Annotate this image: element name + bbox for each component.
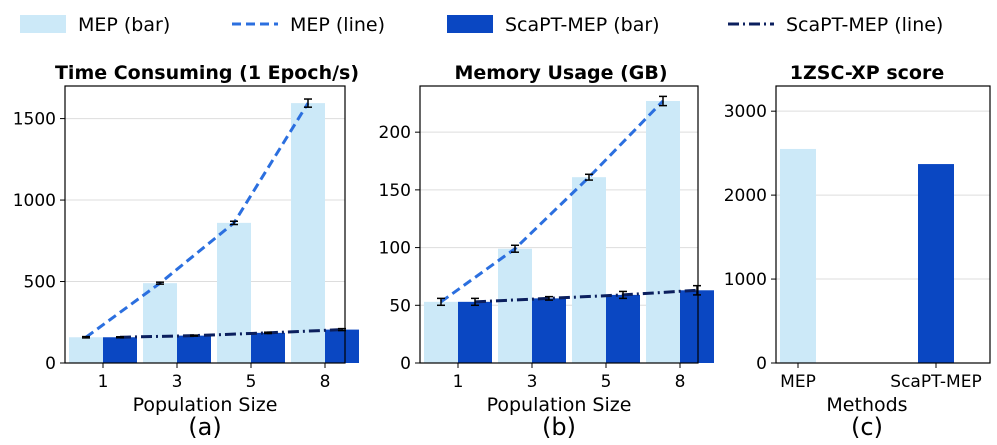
legend-swatch-scapt-bar (447, 15, 493, 33)
panel-label: (a) (188, 413, 221, 441)
bar-mep (217, 222, 251, 363)
x-tick-label: 5 (246, 372, 257, 392)
x-tick-label: 3 (172, 372, 183, 392)
line-mep (85, 102, 310, 339)
x-tick-label: 1 (453, 372, 464, 392)
legend: MEP (bar) MEP (line) ScaPT-MEP (bar) Sca… (20, 14, 943, 36)
line-scapt-mep (474, 288, 698, 304)
x-axis-label: Population Size (487, 394, 632, 416)
line-mep (440, 99, 665, 304)
legend-label-mep-bar: MEP (bar) (78, 14, 170, 36)
x-axis-label: Methods (826, 394, 907, 416)
x-tick-label: MEP (780, 372, 816, 392)
bar-mep (498, 248, 532, 363)
x-tick-label: 3 (527, 372, 538, 392)
chart-time-consuming: 0 500 1000 1500 1 3 5 8 Time Consuming (1 Epoch/… (13, 62, 359, 441)
bar-mep (646, 101, 680, 364)
bar-scapt-mep-score (918, 164, 954, 363)
y-tick-label: 0 (45, 354, 56, 374)
legend-swatch-mep-bar (20, 15, 66, 33)
y-tick-label: 150 (379, 181, 411, 201)
bar-scapt-mep (177, 335, 211, 363)
panel-label: (c) (851, 413, 883, 441)
chart-memory-usage: 0 50 100 150 200 1 3 5 8 Memory Usage (GB) Populat… (379, 62, 714, 441)
y-tick-label: 1000 (724, 270, 767, 290)
bar-scapt-mep (325, 329, 359, 363)
bar-mep-score (780, 148, 816, 363)
x-axis-label: Population Size (133, 394, 278, 416)
chart-title: Memory Usage (GB) (454, 62, 667, 84)
bar-scapt-mep (251, 332, 285, 363)
bar-mep (572, 177, 606, 363)
y-tick-label: 3000 (724, 102, 767, 122)
legend-label-scapt-line: ScaPT-MEP (line) (786, 14, 943, 36)
axes-frame (419, 85, 699, 364)
line-scapt-mep (119, 328, 343, 339)
y-tick-label: 100 (379, 239, 411, 259)
bar-mep (69, 337, 103, 363)
x-tick-label: 8 (320, 372, 331, 392)
legend-label-mep-line: MEP (line) (290, 14, 385, 36)
y-tick-label: 1500 (13, 110, 56, 130)
bar-scapt-mep (606, 294, 640, 363)
chart-zsc-score: 0 1000 2000 3000 MEP ScaPT-MEP 1ZSC-XP score Me… (724, 62, 991, 441)
panel-label: (b) (542, 413, 576, 441)
y-tick-label: 200 (379, 123, 411, 143)
chart-title: 1ZSC-XP score (790, 62, 944, 84)
axes-frame (775, 85, 991, 364)
bar-mep (424, 301, 458, 363)
y-tick-label: 50 (389, 296, 411, 316)
bar-scapt-mep (680, 290, 714, 363)
bar-mep (291, 103, 325, 363)
y-tick-label: 1000 (13, 191, 56, 211)
chart-title: Time Consuming (1 Epoch/s) (55, 62, 359, 84)
bar-scapt-mep (532, 298, 566, 363)
x-tick-label: 1 (98, 372, 109, 392)
legend-label-scapt-bar: ScaPT-MEP (bar) (505, 14, 660, 36)
axes-frame (64, 85, 346, 364)
bar-scapt-mep (103, 337, 137, 363)
y-tick-label: 0 (400, 354, 411, 374)
x-tick-label: 5 (601, 372, 612, 392)
y-tick-label: 500 (24, 273, 56, 293)
x-tick-label: ScaPT-MEP (890, 372, 981, 392)
bar-mep (143, 283, 177, 363)
x-tick-label: 8 (675, 372, 686, 392)
bar-scapt-mep (458, 301, 492, 363)
y-tick-label: 2000 (724, 186, 767, 206)
y-tick-label: 0 (756, 354, 767, 374)
